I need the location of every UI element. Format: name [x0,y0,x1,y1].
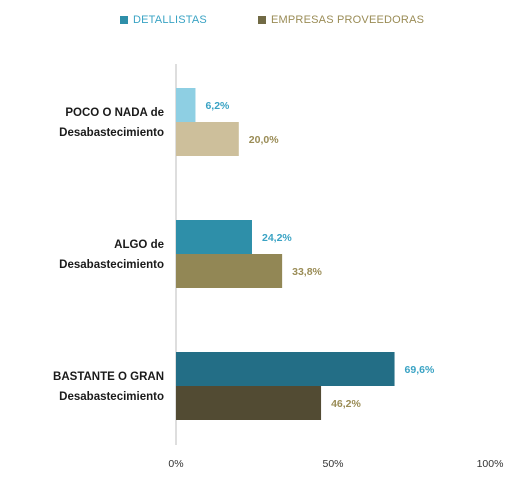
category-label: BASTANTE O GRAN [53,371,164,383]
legend-swatch-empresas [258,16,266,24]
legend: DETALLISTAS EMPRESAS PROVEEDORAS [0,14,509,34]
bar [176,220,252,254]
legend-item-empresas: EMPRESAS PROVEEDORAS [258,14,424,26]
tick-label: 50% [322,458,343,470]
tick-label: 0% [168,458,183,470]
bar [176,254,283,288]
data-label: 46,2% [331,398,361,410]
data-label: 20,0% [249,134,279,146]
data-label: 6,2% [205,100,230,112]
bar [176,88,196,122]
legend-item-detallistas: DETALLISTAS [120,14,207,26]
bar [176,386,322,420]
legend-swatch-detallistas [120,16,128,24]
legend-label-detallistas: DETALLISTAS [133,14,207,26]
category-label: Desabastecimiento [59,259,164,271]
legend-label-empresas: EMPRESAS PROVEEDORAS [271,14,425,26]
category-label: POCO O NADA de [65,107,164,119]
data-label: 69,6% [405,364,435,376]
category-label: Desabastecimiento [59,391,164,403]
data-label: 24,2% [262,232,292,244]
bar [176,352,395,386]
category-label: Desabastecimiento [59,127,164,139]
data-label: 33,8% [292,266,322,278]
bar [176,122,239,156]
category-label: ALGO de [114,239,164,251]
tick-label: 100% [477,458,504,470]
